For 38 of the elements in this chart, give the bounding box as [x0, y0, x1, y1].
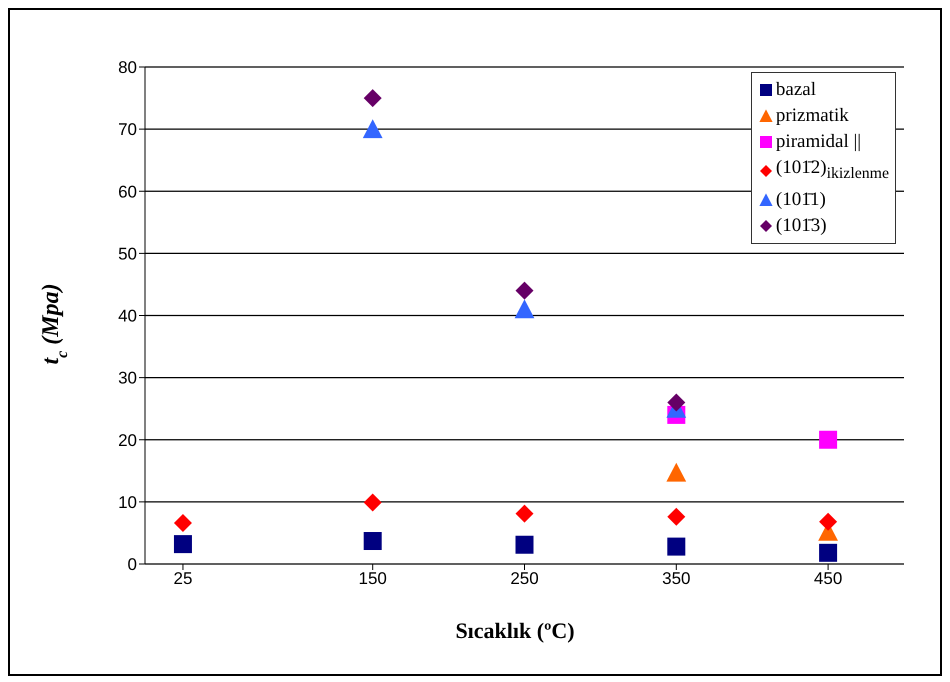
point	[364, 493, 382, 512]
y-tick-label: 20	[118, 430, 137, 450]
legend-label: (101̄2)$_{ikizlenme}$	[776, 156, 889, 184]
point	[174, 514, 192, 532]
point	[516, 504, 534, 523]
y-tick-label: 80	[118, 58, 137, 78]
point	[174, 535, 192, 554]
point	[362, 119, 383, 138]
x-tick-label: 350	[662, 569, 690, 588]
y-tick-label: 40	[118, 306, 137, 326]
point	[514, 299, 534, 318]
y-tick-label: 70	[118, 120, 137, 140]
point	[364, 532, 382, 550]
point	[819, 544, 838, 562]
legend-label: piramidal ||	[776, 130, 862, 154]
x-tick-label: 450	[814, 569, 842, 588]
y-tick-label: 0	[128, 555, 137, 574]
x-tick-label: 250	[510, 569, 539, 588]
y-tick-label: 60	[118, 182, 137, 202]
x-tick-label: 150	[358, 569, 387, 588]
point	[667, 508, 686, 526]
x-axis-title: Sıcaklık (ºC)	[455, 618, 575, 643]
x-tick-label: 25	[173, 569, 192, 588]
legend-label: prizmatik	[776, 104, 849, 128]
point	[516, 536, 534, 554]
point	[516, 282, 534, 300]
y-tick-label: 10	[118, 492, 137, 512]
point	[819, 512, 838, 531]
point	[819, 430, 838, 449]
legend-label: (101̄1)	[776, 188, 826, 212]
y-tick-label: 30	[118, 368, 137, 388]
legend-label: bazal	[776, 78, 816, 102]
point	[364, 89, 382, 108]
point	[666, 462, 686, 482]
point	[667, 393, 686, 412]
legend-label: (101̄3)	[776, 214, 827, 238]
y-tick-label: 50	[118, 244, 137, 264]
point	[667, 538, 686, 556]
